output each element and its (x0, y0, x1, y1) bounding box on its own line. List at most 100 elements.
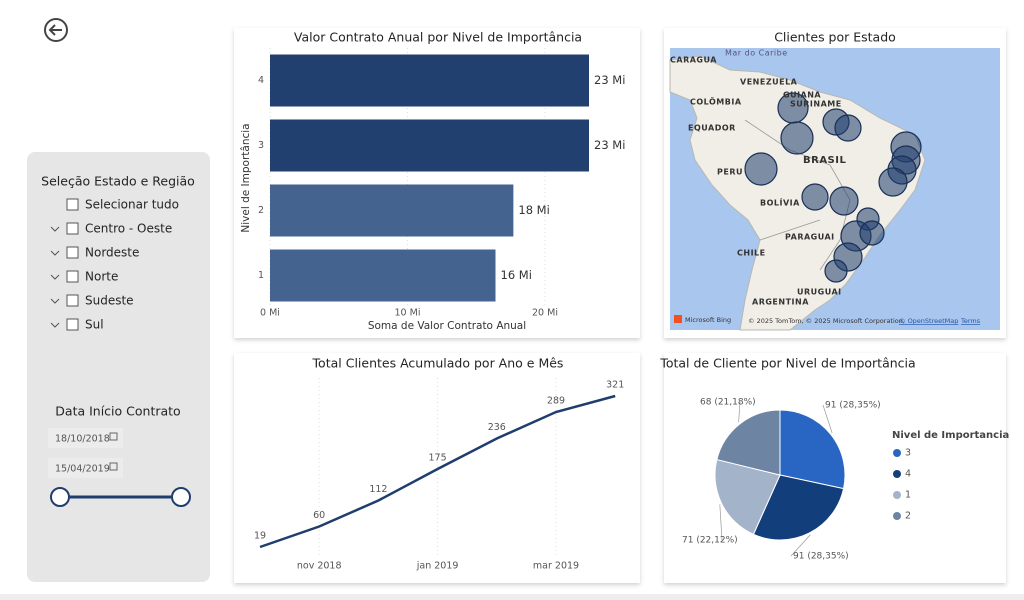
bubble (834, 114, 862, 142)
legend-item[interactable]: 2 (905, 511, 911, 522)
data-label: 112 (369, 484, 387, 495)
legend-marker (893, 470, 901, 478)
expand-chevron[interactable] (50, 298, 60, 304)
bubble (829, 186, 859, 216)
data-label: 18 Mi (518, 203, 549, 217)
chart-title: Total Clientes Acumulado por Ano e Mês (312, 356, 564, 371)
pie-slice (714, 458, 781, 535)
data-label: 289 (547, 396, 565, 407)
chart-title: Total de Cliente por Nivel de Importânci… (659, 356, 915, 371)
map-osm[interactable]: © OpenStreetMap (899, 317, 958, 325)
map-label: COLÔMBIA (690, 96, 742, 107)
pie-slice (752, 474, 845, 541)
bottom-bar (0, 594, 1024, 600)
data-label: 236 (488, 422, 506, 433)
map-title: Clientes por Estado (774, 30, 896, 45)
map-brand: Microsoft Bing (685, 316, 731, 324)
x-tick-label: 20 Mi (532, 308, 558, 319)
date-end-box[interactable] (48, 458, 123, 478)
filter-item[interactable]: Sudeste (85, 294, 134, 308)
data-label: 321 (606, 380, 624, 391)
map-label: BOLÍVIA (760, 197, 800, 208)
leader-line (822, 404, 833, 433)
checkbox[interactable] (66, 246, 79, 259)
calendar-icon[interactable] (109, 432, 118, 441)
map-label: EQUADOR (688, 124, 736, 133)
map-label: PERU (717, 168, 743, 177)
legend-marker (893, 512, 901, 520)
bubble (859, 220, 885, 246)
pie-slice (716, 409, 781, 476)
back-arrow[interactable] (48, 24, 62, 36)
legend-marker (893, 491, 901, 499)
checkbox[interactable] (66, 294, 79, 307)
x-axis-title: Soma de Valor Contrato Anual (368, 320, 526, 332)
line (259, 394, 616, 549)
leader-line (738, 401, 741, 423)
data-label: 175 (429, 453, 447, 464)
filter-item[interactable]: Norte (85, 270, 118, 284)
filter-item[interactable]: Selecionar tudo (85, 198, 179, 212)
slider-handle[interactable] (50, 487, 70, 507)
data-label: 23 Mi (594, 138, 625, 152)
data-label: 71 (22,12%) (682, 536, 738, 546)
date-end[interactable]: 15/04/2019 (55, 464, 110, 475)
bubble (824, 259, 848, 283)
legend-item[interactable]: 4 (905, 469, 911, 480)
date-start[interactable]: 18/10/2018 (55, 434, 110, 445)
expand-chevron[interactable] (50, 274, 60, 280)
calendar-icon[interactable] (109, 462, 118, 471)
bing-logo (674, 315, 682, 323)
bar (270, 119, 589, 172)
date-start-box[interactable] (48, 428, 123, 448)
bar (270, 54, 589, 107)
legend-marker (893, 449, 901, 457)
x-tick-label: jan 2019 (416, 561, 459, 572)
date-title: Data Início Contrato (55, 404, 180, 419)
checkbox[interactable] (66, 198, 79, 211)
map-label: GUIANA (783, 91, 821, 100)
map-label: VENEZUELA (740, 78, 798, 87)
checkbox[interactable] (66, 270, 79, 283)
map-label: SURINAME (790, 100, 842, 109)
chart-title: Valor Contrato Anual por Nivel de Import… (294, 30, 582, 45)
bar (270, 184, 514, 237)
x-tick-label: 10 Mi (395, 308, 421, 319)
data-label: 19 (254, 531, 266, 542)
data-label: 23 Mi (594, 73, 625, 87)
expand-chevron[interactable] (50, 322, 60, 328)
filter-item[interactable]: Sul (85, 318, 104, 332)
slider-handle[interactable] (171, 487, 191, 507)
bar (270, 249, 496, 302)
map-bubbles (744, 92, 922, 283)
filter-item[interactable]: Nordeste (85, 246, 139, 260)
bubble (780, 121, 814, 155)
expand-chevron[interactable] (50, 226, 60, 232)
expand-chevron[interactable] (50, 250, 60, 256)
filter-title: Seleção Estado e Região (41, 174, 195, 189)
y-axis-title: Nivel de Importância (240, 123, 252, 232)
checkbox[interactable] (66, 222, 79, 235)
data-label: 91 (28,35%) (825, 401, 881, 411)
legend-item[interactable]: 3 (905, 448, 911, 459)
data-label: 60 (313, 510, 325, 521)
bubble (744, 152, 778, 186)
bubble (801, 183, 829, 211)
back-button[interactable] (44, 18, 68, 42)
map-label: CHILE (737, 249, 766, 258)
y-tick-label: 1 (258, 270, 264, 281)
legend-item[interactable]: 1 (905, 490, 911, 501)
map-label: ARGENTINA (752, 298, 809, 307)
back-circle[interactable] (44, 18, 68, 42)
checkbox[interactable] (66, 318, 79, 331)
map-label: PARAGUAI (785, 233, 835, 242)
y-tick-label: 2 (258, 205, 264, 216)
x-tick-label: nov 2018 (297, 561, 342, 572)
map-terms[interactable]: Terms (960, 317, 981, 325)
y-tick-label: 4 (258, 75, 264, 86)
data-label: 91 (28,35%) (793, 552, 849, 562)
bubble (878, 167, 908, 197)
map-label: URUGUAI (797, 288, 842, 297)
filter-item[interactable]: Centro - Oeste (85, 222, 172, 236)
